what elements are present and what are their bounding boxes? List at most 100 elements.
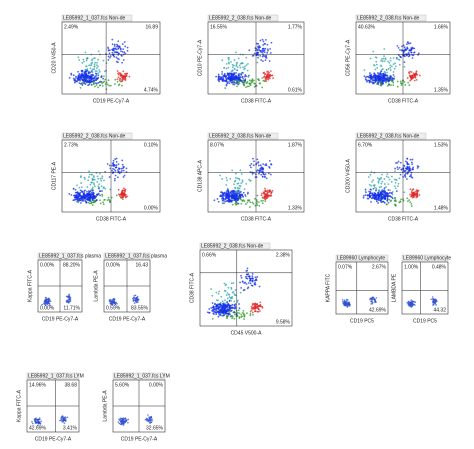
event-dot — [103, 179, 105, 182]
event-dot — [89, 197, 91, 200]
event-dot — [211, 317, 214, 320]
quadrant-percent: 16.89 — [145, 24, 158, 30]
event-dot — [394, 204, 397, 207]
event-dot — [378, 194, 381, 197]
y-axis-label: CD38 FITC-A — [189, 272, 195, 303]
event-dot — [240, 276, 243, 279]
event-dot — [397, 182, 400, 185]
event-dot — [251, 280, 254, 282]
event-dot — [403, 50, 406, 52]
event-dot — [122, 167, 125, 169]
event-dot — [250, 166, 252, 169]
event-dot — [261, 49, 264, 52]
event-dot — [97, 81, 100, 84]
event-dot — [254, 82, 256, 85]
event-dot — [246, 312, 248, 315]
event-dot — [220, 308, 223, 311]
event-dot — [389, 64, 392, 67]
event-dot — [87, 198, 89, 200]
event-dot — [408, 84, 411, 86]
event-dot — [124, 72, 127, 75]
event-dot — [110, 301, 113, 304]
quadrant-percent: 40.63% — [358, 24, 376, 30]
quadrant-percent: 16.55% — [210, 24, 228, 30]
event-dot — [121, 196, 124, 199]
event-dot — [113, 165, 115, 168]
event-dot — [78, 82, 81, 85]
event-dot — [92, 197, 95, 200]
event-dot — [249, 179, 252, 182]
event-dot — [133, 296, 135, 299]
event-dot — [92, 194, 95, 196]
header-box — [61, 14, 133, 22]
event-dot — [233, 64, 235, 67]
event-dot — [114, 78, 117, 81]
event-dot — [375, 76, 378, 78]
event-dot — [35, 421, 38, 424]
event-dot — [414, 301, 417, 303]
event-dot — [381, 68, 383, 71]
event-dot — [116, 44, 119, 47]
event-dot — [406, 161, 409, 164]
x-axis-label: CD38 FITC-A — [388, 98, 419, 104]
event-dot — [376, 83, 378, 85]
event-dot — [380, 79, 383, 82]
event-dot — [76, 184, 78, 187]
event-dot — [217, 200, 220, 203]
event-dot — [231, 63, 234, 66]
quadrant-percent: 4.74% — [144, 87, 159, 93]
event-dot — [413, 47, 416, 50]
event-dot — [214, 302, 216, 305]
event-dot — [111, 38, 114, 41]
event-dot — [97, 177, 100, 180]
event-dot — [79, 86, 82, 89]
event-dot — [117, 421, 120, 423]
event-dot — [412, 300, 414, 303]
event-dot — [215, 313, 218, 316]
event-dot — [265, 57, 268, 59]
event-dot — [245, 283, 248, 285]
event-dot — [233, 300, 236, 303]
event-dot — [370, 297, 372, 299]
event-dot — [103, 80, 106, 83]
event-dot — [113, 300, 115, 302]
event-dot — [377, 195, 380, 198]
event-dot — [403, 46, 406, 49]
event-dot — [102, 77, 104, 80]
event-dot — [407, 81, 410, 84]
event-dot — [416, 195, 419, 198]
event-dot — [243, 65, 246, 68]
event-dot — [104, 70, 106, 73]
event-dot — [137, 299, 140, 301]
event-dot — [248, 85, 250, 88]
event-dot — [380, 60, 383, 62]
event-dot — [93, 63, 96, 66]
y-axis-label: CD56 PE-Cy7-A — [345, 39, 351, 76]
event-dot — [213, 199, 216, 202]
event-dot — [45, 298, 47, 300]
panel-header: LE85992_2_038.fcs Non-de — [357, 15, 419, 21]
event-dot — [374, 196, 377, 199]
event-dot — [84, 189, 86, 192]
event-dot — [114, 174, 117, 177]
event-dot — [226, 200, 228, 202]
event-dot — [435, 304, 437, 306]
plot-panel: LE85992_2_038.fcs Non-de 16.55% 1.77% 0.61%… — [197, 14, 305, 104]
event-dot — [118, 83, 121, 86]
event-dot — [388, 198, 391, 201]
event-dot — [115, 60, 118, 63]
event-dot — [254, 197, 256, 200]
header-box — [355, 14, 427, 22]
event-dot — [368, 79, 371, 82]
event-dot — [234, 76, 237, 79]
event-dot — [258, 169, 261, 172]
plot-panel: LE85992_2_038.fcs Non-de 6.70% 1.53% 1.48% C… — [345, 132, 451, 222]
event-dot — [386, 200, 389, 202]
event-dot — [430, 298, 432, 301]
event-dot — [232, 83, 234, 86]
event-dot — [259, 49, 262, 52]
event-dot — [122, 59, 125, 61]
event-dot — [107, 59, 110, 61]
event-dot — [89, 190, 91, 193]
event-dot — [363, 69, 366, 71]
